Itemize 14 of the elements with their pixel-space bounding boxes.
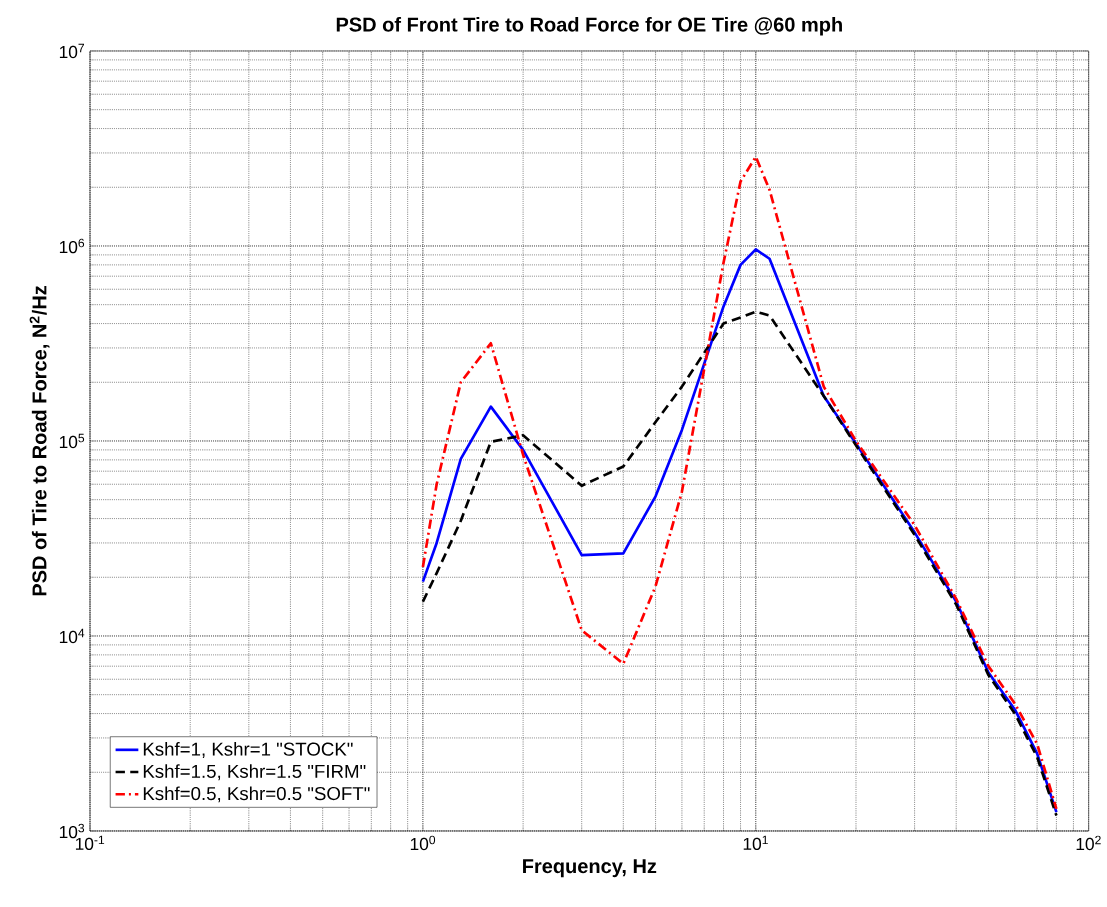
x-tick-label: 10$^{2}$	[1076, 835, 1101, 851]
x-tick-label: 10$^{1}$	[743, 835, 768, 851]
legend-label: Kshf=1.5, Kshr=1.5 "FIRM"	[143, 764, 366, 781]
chart-title: PSD of Front Tire to Road Force for OE Tire @60 mph	[336, 16, 842, 36]
y-tick-label: 10$^{3}$	[59, 823, 85, 839]
y-tick-label: 10$^{5}$	[59, 433, 85, 449]
x-axis-title: Frequency, Hz	[523, 859, 657, 878]
legend-label: Kshf=1, Kshr=1 "STOCK"	[143, 742, 353, 758]
y-tick-label: 10$^{4}$	[59, 628, 85, 644]
y-axis-title: PSD of Tire to Road Force, N$^{2}$/Hz	[29, 285, 50, 596]
legend-label: Kshf=0.5, Kshr=0.5 "SOFT"	[143, 786, 370, 803]
x-tick-label: 10$^{0}$	[410, 835, 436, 851]
y-tick-label: 10$^{7}$	[59, 43, 85, 59]
y-tick-label: 10$^{6}$	[59, 238, 85, 254]
